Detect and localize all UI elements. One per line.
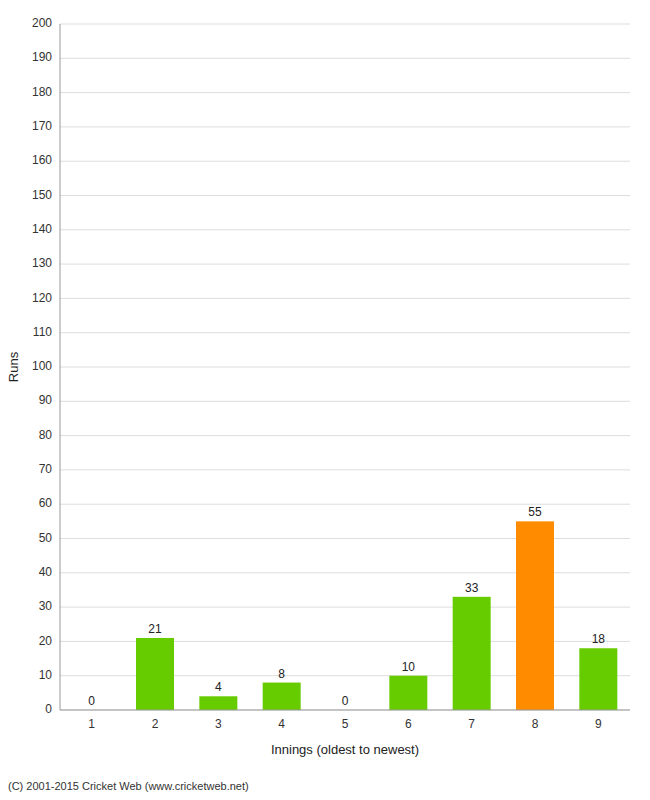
bar	[199, 696, 237, 710]
grid-line	[60, 126, 630, 127]
bar	[136, 638, 174, 710]
y-tick-label: 190	[32, 50, 52, 64]
grid	[60, 24, 630, 710]
bar	[579, 648, 617, 710]
bar	[389, 676, 427, 710]
chart: 0102030405060708090100110120130140150160…	[0, 0, 650, 800]
grid-line	[60, 24, 630, 25]
x-tick-label: 7	[468, 717, 475, 731]
y-tick-label: 150	[32, 188, 52, 202]
x-tick-label: 9	[595, 717, 602, 731]
y-tick-label: 0	[45, 702, 52, 716]
axes	[60, 24, 630, 710]
x-tick-label: 3	[215, 717, 222, 731]
grid-line	[60, 435, 630, 436]
data-label: 10	[402, 660, 416, 674]
data-label: 55	[528, 505, 542, 519]
x-axis: 1 2 3 4 5 6 7 8 9	[88, 717, 602, 731]
grid-line	[60, 229, 630, 230]
y-tick-label: 60	[39, 496, 53, 510]
y-axis: 0 10 20 30 40 50 60 70 80 90 100 110 120 130 140 150 160…	[32, 16, 52, 716]
y-tick-label: 170	[32, 119, 52, 133]
data-label: 33	[465, 581, 479, 595]
grid-line	[60, 332, 630, 333]
grid-line	[60, 92, 630, 93]
y-tick-label: 90	[39, 393, 53, 407]
grid-line	[60, 469, 630, 470]
x-tick-label: 6	[405, 717, 412, 731]
grid-line	[60, 298, 630, 299]
grid-line	[60, 195, 630, 196]
y-tick-label: 40	[39, 565, 53, 579]
bar	[516, 521, 554, 710]
data-label: 0	[88, 694, 95, 708]
y-tick-label: 140	[32, 222, 52, 236]
y-tick-label: 180	[32, 85, 52, 99]
y-axis-line	[60, 24, 61, 710]
y-tick-label: 160	[32, 153, 52, 167]
bars	[136, 521, 617, 710]
y-tick-label: 20	[39, 634, 53, 648]
y-tick-label: 10	[39, 668, 53, 682]
y-tick-label: 70	[39, 462, 53, 476]
grid-line	[60, 58, 630, 59]
data-label: 21	[148, 622, 162, 636]
bar	[263, 683, 301, 710]
bar	[453, 597, 491, 710]
data-label: 0	[342, 694, 349, 708]
x-tick-label: 8	[532, 717, 539, 731]
y-tick-label: 50	[39, 531, 53, 545]
x-tick-label: 1	[88, 717, 95, 731]
y-tick-label: 120	[32, 291, 52, 305]
data-label: 8	[278, 667, 285, 681]
footer: (C) 2001-2015 Cricket Web (www.cricketwe…	[8, 780, 249, 792]
grid-line	[60, 401, 630, 402]
grid-line	[60, 264, 630, 265]
y-tick-label: 130	[32, 256, 52, 270]
x-tick-label: 4	[278, 717, 285, 731]
y-axis-title: Runs	[6, 351, 21, 382]
grid-line	[60, 367, 630, 368]
grid-line	[60, 710, 630, 711]
x-axis-line	[60, 710, 630, 711]
x-tick-label: 2	[152, 717, 159, 731]
y-tick-label: 80	[39, 428, 53, 442]
y-tick-label: 30	[39, 599, 53, 613]
y-tick-label: 100	[32, 359, 52, 373]
data-label: 18	[592, 632, 606, 646]
grid-line	[60, 504, 630, 505]
data-label: 4	[215, 680, 222, 694]
y-tick-label: 200	[32, 16, 52, 30]
x-axis-title: Innings (oldest to newest)	[271, 742, 419, 757]
grid-line	[60, 161, 630, 162]
y-tick-label: 110	[33, 325, 52, 339]
data-labels: 0 21 4 8 0 10 33 55 18	[88, 505, 605, 708]
x-tick-label: 5	[342, 717, 349, 731]
